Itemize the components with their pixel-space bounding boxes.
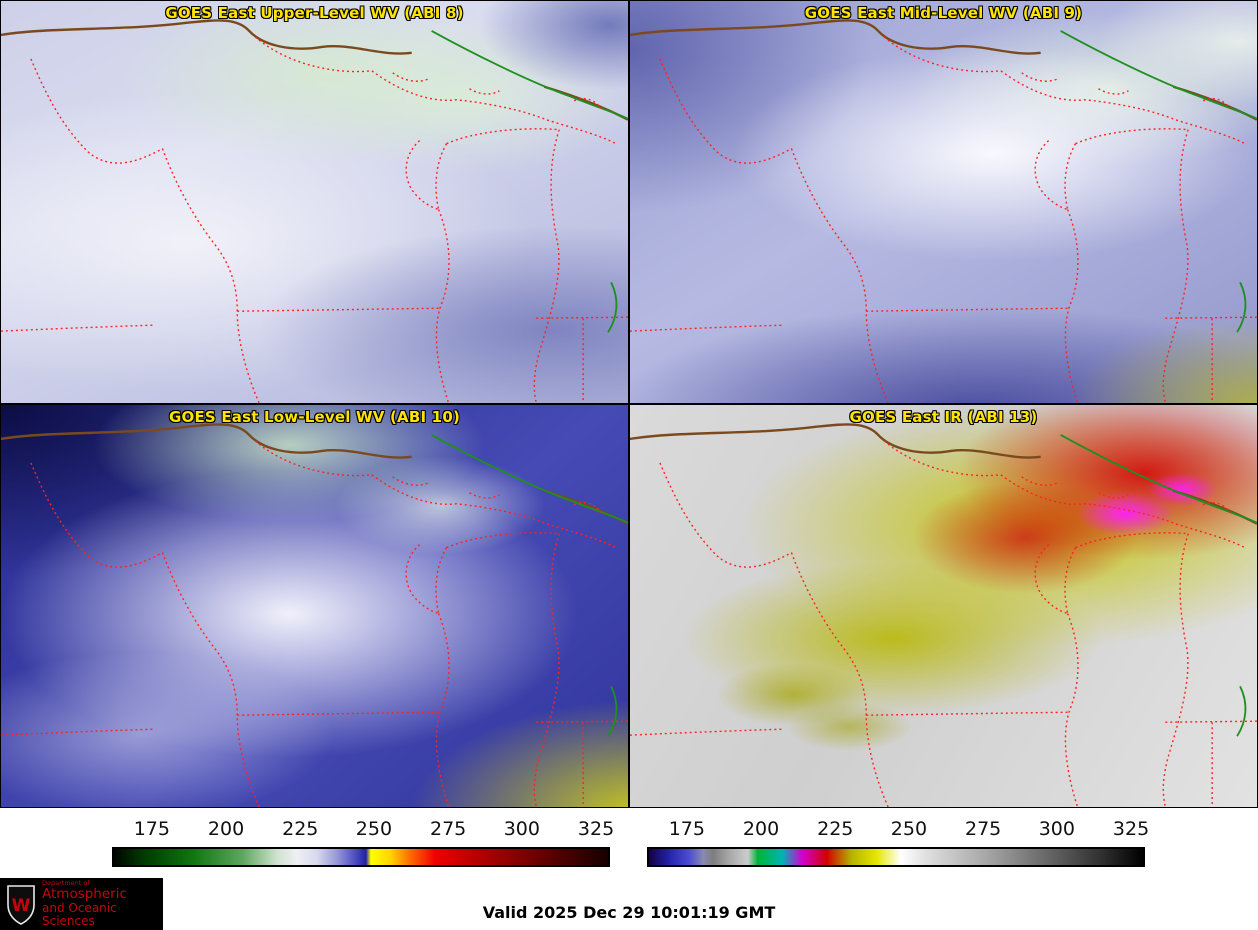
wv-colorbar-ticks: 175 200 225 250 275 300 325 [112, 818, 614, 844]
tick-label: 300 [1038, 818, 1075, 840]
panel-upper-level-wv: GOES East Upper-Level WV (ABI 8) [1, 1, 628, 403]
ir-colorbar-group: 175 200 225 250 275 300 325 [647, 818, 1149, 867]
state-boundaries-overlay [630, 19, 1257, 403]
wv-colorbar [112, 847, 610, 867]
logo-text: Department of Atmospheric and Oceanic Sc… [42, 878, 157, 928]
panel-title-abi8: GOES East Upper-Level WV (ABI 8) [165, 4, 464, 22]
tick-label: 175 [133, 818, 170, 840]
tick-label: 225 [817, 818, 854, 840]
panel-low-level-wv: GOES East Low-Level WV (ABI 10) [1, 405, 628, 807]
logo-line-oceanic: and Oceanic Sciences [42, 900, 117, 928]
panel-title-abi10: GOES East Low-Level WV (ABI 10) [168, 408, 461, 426]
tick-label: 275 [430, 818, 467, 840]
tick-label: 200 [742, 818, 780, 840]
state-boundaries-overlay [630, 423, 1257, 807]
wv-colorbar-group: 175 200 225 250 275 300 325 [112, 818, 614, 867]
colorbar-legend-row: 175 200 225 250 275 300 325 175 200 225 … [0, 818, 1258, 878]
tick-label: 325 [1112, 818, 1150, 840]
tick-label: 200 [207, 818, 245, 840]
state-boundaries-overlay [1, 19, 628, 403]
state-boundaries-overlay [1, 423, 628, 807]
tick-label: 250 [355, 818, 393, 840]
tick-label: 175 [668, 818, 705, 840]
panel-title-abi13: GOES East IR (ABI 13) [849, 408, 1038, 426]
logo-department-line: Department of [42, 878, 90, 887]
footer: W Department of Atmospheric and Oceanic … [0, 878, 1258, 930]
panel-mid-level-wv: GOES East Mid-Level WV (ABI 9) [630, 1, 1257, 403]
tick-label: 225 [282, 818, 319, 840]
uw-crest-icon: W [7, 885, 35, 925]
panel-ir: GOES East IR (ABI 13) [630, 405, 1257, 807]
tick-label: 300 [503, 818, 540, 840]
logo-line-atmospheric: Atmospheric [42, 885, 127, 902]
tick-label: 250 [890, 818, 928, 840]
panel-title-abi9: GOES East Mid-Level WV (ABI 9) [804, 4, 1083, 22]
tick-label: 275 [965, 818, 1002, 840]
satellite-panel-grid: GOES East Upper-Level WV (ABI 8) GOES Ea… [0, 0, 1258, 808]
ir-colorbar [647, 847, 1145, 867]
crest-letter: W [12, 896, 31, 916]
uw-aos-logo: W Department of Atmospheric and Oceanic … [0, 878, 163, 930]
tick-label: 325 [577, 818, 615, 840]
valid-time: Valid 2025 Dec 29 10:01:19 GMT [482, 903, 776, 922]
ir-colorbar-ticks: 175 200 225 250 275 300 325 [647, 818, 1149, 844]
